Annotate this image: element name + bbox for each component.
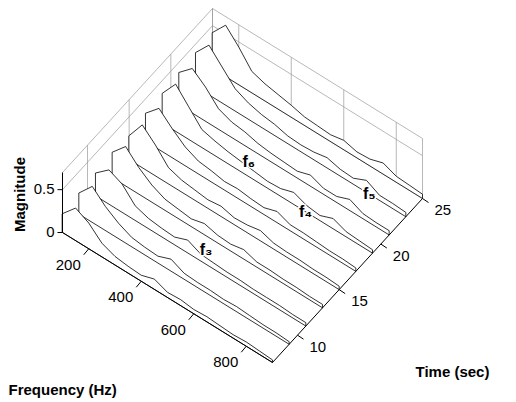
svg-text:20: 20 — [393, 247, 410, 264]
svg-text:Frequency (Hz): Frequency (Hz) — [9, 381, 117, 398]
svg-text:25: 25 — [435, 201, 452, 218]
svg-text:f₄: f₄ — [299, 203, 312, 220]
svg-text:f₆: f₆ — [242, 153, 255, 170]
svg-text:Magnitude: Magnitude — [11, 157, 28, 232]
svg-text:600: 600 — [161, 321, 186, 338]
svg-text:10: 10 — [310, 338, 327, 355]
svg-text:800: 800 — [213, 353, 238, 370]
svg-text:f₃: f₃ — [200, 241, 213, 258]
svg-text:0: 0 — [46, 223, 54, 240]
svg-text:15: 15 — [351, 292, 368, 309]
svg-text:Time (sec): Time (sec) — [416, 363, 490, 380]
svg-text:200: 200 — [56, 256, 81, 273]
svg-text:f₅: f₅ — [363, 185, 376, 202]
svg-text:400: 400 — [108, 288, 133, 305]
svg-text:0.5: 0.5 — [34, 180, 55, 197]
